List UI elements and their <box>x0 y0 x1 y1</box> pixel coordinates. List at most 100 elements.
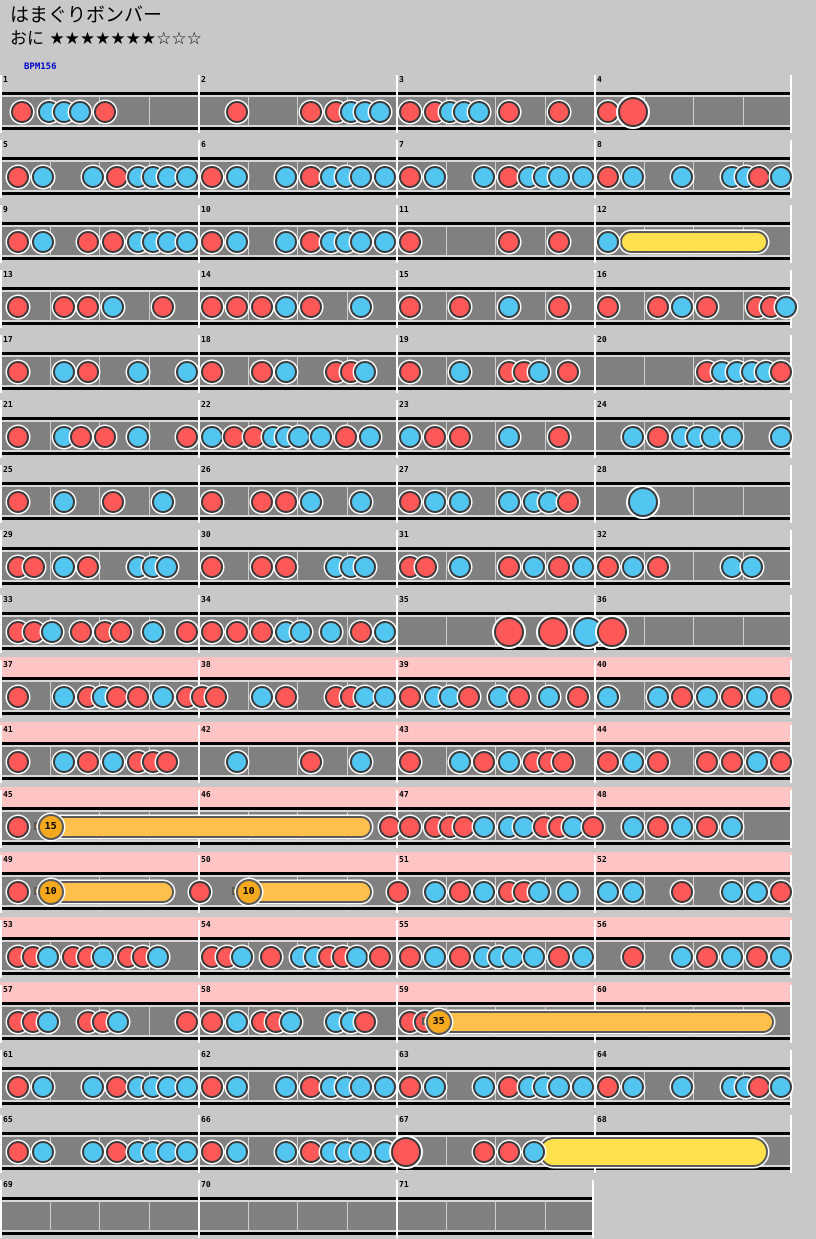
measure-line <box>396 725 398 783</box>
beat-gridline <box>149 290 150 322</box>
measure-line <box>0 140 2 198</box>
beat-gridline <box>347 615 348 647</box>
beat-gridline <box>446 1070 447 1102</box>
beat-gridline <box>297 290 298 322</box>
measure-number: 6 <box>201 140 206 149</box>
ka-note <box>82 166 105 188</box>
ka-note <box>671 1076 694 1098</box>
ka-note <box>700 426 723 448</box>
note-lane: 9 10 11 12 <box>0 205 792 263</box>
ka-note <box>473 816 496 838</box>
measure-number: 38 <box>201 660 211 669</box>
don-note <box>201 296 223 318</box>
beat-gridline <box>297 1070 298 1102</box>
don-note <box>300 231 322 253</box>
beat-gridline <box>693 875 694 907</box>
beat-gridline <box>693 355 694 387</box>
beat-gridline <box>297 680 298 712</box>
measure-line <box>0 335 2 393</box>
ka-note <box>597 881 619 903</box>
note-lane: 49 50 51 52 10 10 <box>0 855 793 913</box>
ka-note <box>720 881 743 903</box>
measure-line <box>396 465 398 523</box>
measure-number: 13 <box>3 270 13 279</box>
measure-line <box>396 920 398 978</box>
don-note <box>498 1141 520 1163</box>
ka-note <box>374 166 397 188</box>
beat-gridline <box>248 160 249 192</box>
don-note <box>414 556 437 578</box>
ka-note <box>621 751 644 773</box>
don-note <box>621 946 644 968</box>
note-lane: 5 6 7 8 <box>0 140 793 198</box>
note-lane: 45 46 47 48 15 <box>0 790 792 848</box>
measure-line <box>0 920 2 978</box>
ka-note <box>354 361 377 383</box>
don-note <box>399 946 421 968</box>
beat-gridline <box>644 160 645 192</box>
measure-line <box>594 75 596 133</box>
beat-gridline <box>644 745 645 777</box>
don-note <box>109 621 132 643</box>
ka-note <box>547 166 570 188</box>
beat-gridline <box>693 680 694 712</box>
beat-gridline <box>644 355 645 387</box>
measure-number: 7 <box>399 140 404 149</box>
don-note <box>458 686 481 708</box>
don-note <box>105 686 128 708</box>
beat-gridline <box>495 95 496 127</box>
beat-gridline <box>248 355 249 387</box>
don-note <box>597 296 619 318</box>
don-note <box>567 686 590 708</box>
measure-line <box>198 75 200 133</box>
don-note <box>6 296 29 318</box>
don-note <box>399 816 421 838</box>
ka-note <box>31 166 54 188</box>
ka-note <box>488 686 511 708</box>
don-note <box>720 751 743 773</box>
measure-row: 13 14 15 16 <box>0 267 816 329</box>
beat-gridline <box>693 550 694 582</box>
ka-note <box>31 231 54 253</box>
beat-gridline <box>743 485 744 517</box>
measure-number: 41 <box>3 725 13 734</box>
don-note <box>105 1141 128 1163</box>
ka-note <box>423 166 446 188</box>
beat-gridline <box>347 1200 348 1232</box>
ka-note <box>512 816 535 838</box>
ka-note <box>522 1141 545 1163</box>
beat-gridline <box>693 485 694 517</box>
don-note <box>399 166 421 188</box>
measure-number: 30 <box>201 530 211 539</box>
don-note <box>582 816 605 838</box>
balloon-note <box>39 816 373 838</box>
ka-note <box>468 101 491 123</box>
ka-note <box>740 556 763 578</box>
ka-note <box>225 231 248 253</box>
beat-gridline <box>50 485 51 517</box>
don-note <box>250 296 273 318</box>
don-big-note <box>537 617 568 647</box>
beat-gridline <box>743 615 744 647</box>
measure-number: 32 <box>597 530 607 539</box>
measure-number: 23 <box>399 400 409 409</box>
ka-note <box>498 491 520 513</box>
ka-note <box>250 686 273 708</box>
measure-line <box>198 725 200 783</box>
ka-note <box>621 426 644 448</box>
don-note <box>201 231 223 253</box>
beat-gridline <box>644 875 645 907</box>
measure-number: 20 <box>597 335 607 344</box>
ka-note <box>498 751 520 773</box>
ka-big-note <box>627 487 658 517</box>
measure-line <box>790 75 792 133</box>
measure-line <box>790 1115 792 1173</box>
ka-note <box>547 1076 570 1098</box>
ka-note <box>423 881 446 903</box>
don-note <box>646 426 669 448</box>
measure-number: 9 <box>3 205 8 214</box>
ka-note <box>319 621 342 643</box>
note-lane: 37 38 39 40 <box>0 660 793 718</box>
measure-line <box>594 335 596 393</box>
beat-gridline <box>446 1135 447 1167</box>
